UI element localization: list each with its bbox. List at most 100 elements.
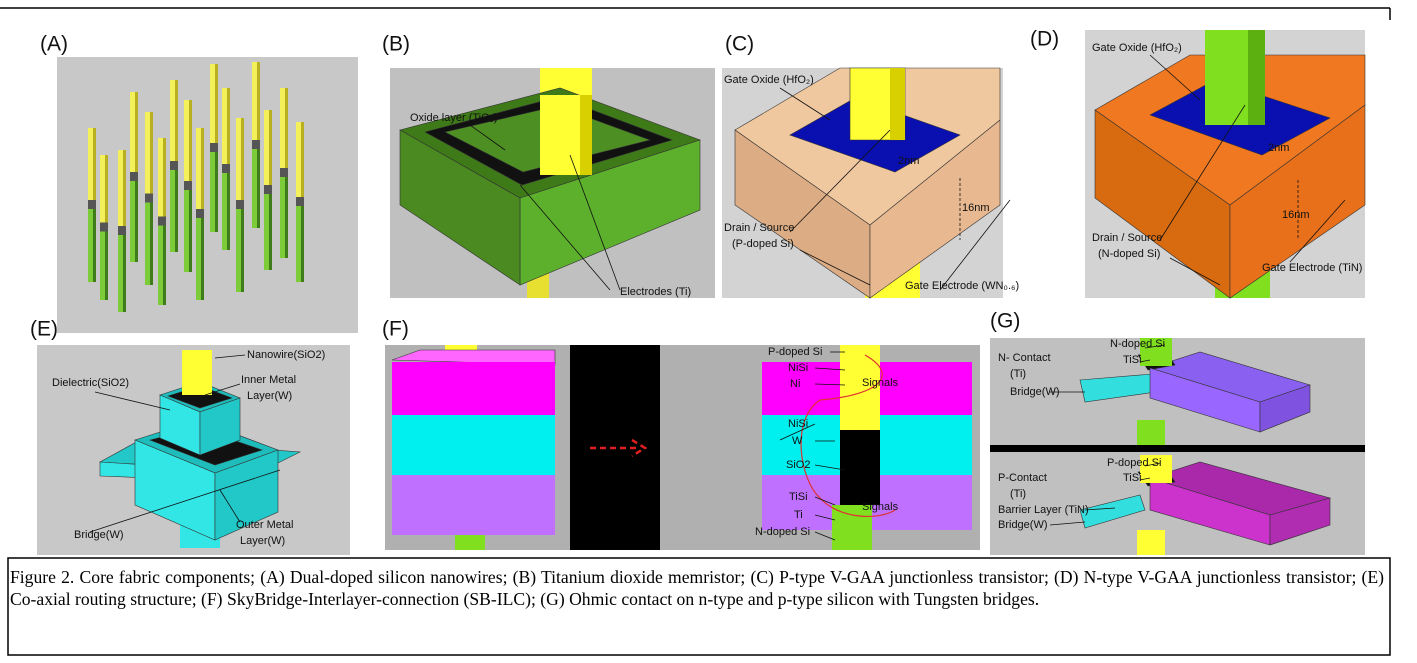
nanowire-side xyxy=(135,181,138,262)
figure: (A) (B) Oxide layer (TiO₂) Electrodes (Ti) (… xyxy=(0,0,1417,663)
annotation: Gate Electrode (WN₀.₆) xyxy=(905,280,1019,292)
annotation: W xyxy=(792,435,803,447)
annotation: N- Contact xyxy=(998,352,1051,364)
annotation: (Ti) xyxy=(1010,488,1026,500)
nanowire-side xyxy=(227,173,230,250)
annotation: NiSi xyxy=(788,362,808,374)
annotation: N-doped Si xyxy=(755,526,810,538)
annotation: P-doped Si xyxy=(1107,457,1161,469)
nanowire-side xyxy=(215,152,218,232)
nanowire-side xyxy=(189,100,192,181)
annotation: TiSi xyxy=(1123,354,1142,366)
annotation: Signals xyxy=(862,377,899,389)
annotation: Drain / Source xyxy=(1092,232,1162,244)
panel-label: (E) xyxy=(30,318,58,341)
nanowire-side xyxy=(215,64,218,143)
annotation: Gate Oxide (HfO₂) xyxy=(724,74,814,86)
panel-label: (C) xyxy=(725,33,754,56)
annotation: P-doped Si xyxy=(768,346,822,358)
nanowire-band xyxy=(222,164,230,173)
annotation: 16nm xyxy=(962,202,990,214)
annotation: Dielectric(SiO2) xyxy=(52,377,129,389)
nanowire-band xyxy=(88,200,96,209)
pillar xyxy=(1137,530,1165,555)
annotation: SiO2 xyxy=(786,459,810,471)
nanowire-band xyxy=(280,168,288,177)
nanowire-side xyxy=(123,235,126,312)
nanowire-side xyxy=(301,206,304,282)
panel-label: (D) xyxy=(1030,28,1059,51)
annotation: TiSi xyxy=(1123,472,1142,484)
nanowire-side xyxy=(269,194,272,270)
nanowire-side xyxy=(227,88,230,164)
nanowire-side xyxy=(105,155,108,223)
annotation: 16nm xyxy=(1282,209,1310,221)
pillar xyxy=(1137,420,1165,445)
annotation: Bridge(W) xyxy=(1010,386,1060,398)
annotation: 2nm xyxy=(1268,142,1289,154)
nanowire-side xyxy=(105,232,108,301)
nanowire-band xyxy=(296,197,304,206)
nanowire-band xyxy=(145,194,153,203)
pillar-side xyxy=(580,95,592,175)
nanowire-side xyxy=(301,122,304,197)
annotation: Oxide layer (TiO₂) xyxy=(410,112,498,124)
nanowire-side xyxy=(150,112,153,194)
panel-label: (A) xyxy=(40,33,68,56)
nanowire-side xyxy=(93,128,96,200)
annotation: (P-doped Si) xyxy=(732,238,794,250)
nanowire-side xyxy=(241,209,244,292)
nanowire-side xyxy=(163,226,166,306)
annotation: TiSi xyxy=(789,491,808,503)
nanowire-side xyxy=(135,92,138,172)
nanowire-band xyxy=(100,223,108,232)
nanowire-side xyxy=(201,128,204,209)
nanowire-band xyxy=(196,209,204,218)
nickel xyxy=(392,362,555,415)
panel-label: (F) xyxy=(382,318,409,341)
page: (A) (B) Oxide layer (TiO₂) Electrodes (Ti) (… xyxy=(0,0,1417,663)
annotation: Ti xyxy=(794,509,803,521)
nanowire-band xyxy=(130,172,138,181)
annotation: Barrier Layer (TiN) xyxy=(998,504,1089,516)
annotation: P-Contact xyxy=(998,472,1047,484)
annotation: Ni xyxy=(790,378,800,390)
annotation: Gate Electrode (TiN) xyxy=(1262,262,1362,274)
annotation: Signals xyxy=(862,501,899,513)
nanowire-side xyxy=(93,209,96,282)
annotation: Layer(W) xyxy=(240,535,285,547)
nanowire-band xyxy=(184,181,192,190)
annotation: Outer Metal xyxy=(236,519,293,531)
nanowire-band xyxy=(170,161,178,170)
annotation: Drain / Source xyxy=(724,222,794,234)
annotation: Electrodes (Ti) xyxy=(620,286,691,298)
nanowire-side xyxy=(269,110,272,185)
nanowire-side xyxy=(257,62,260,140)
nanowire-side xyxy=(163,138,166,217)
nanowire-side xyxy=(285,88,288,168)
annotation: Gate Oxide (HfO₂) xyxy=(1092,42,1182,54)
nanowire-side xyxy=(150,203,153,286)
annotation: (Ti) xyxy=(1010,368,1026,380)
annotation: Bridge(W) xyxy=(998,519,1048,531)
caption: Figure 2. Core fabric components; (A) Du… xyxy=(10,566,1384,610)
annotation: Inner Metal xyxy=(241,374,296,386)
oxide xyxy=(840,430,880,505)
pillar-side xyxy=(1248,30,1265,125)
nanowire-band xyxy=(210,143,218,152)
nanowire-band xyxy=(158,217,166,226)
panel-label: (G) xyxy=(990,310,1020,333)
pillar xyxy=(182,350,212,395)
nanowire-band xyxy=(264,185,272,194)
annotation: NiSi xyxy=(788,418,808,430)
nanowire-band xyxy=(252,140,260,149)
nanowire-band xyxy=(236,200,244,209)
nanowire-side xyxy=(175,80,178,161)
panel-label: (B) xyxy=(382,33,410,56)
nanowire-side xyxy=(201,218,204,300)
nanowire-band xyxy=(118,226,126,235)
nanowire-side xyxy=(189,190,192,272)
nanowire-side xyxy=(123,150,126,226)
annotation: (N-doped Si) xyxy=(1098,248,1160,260)
nanowire-side xyxy=(241,118,244,200)
